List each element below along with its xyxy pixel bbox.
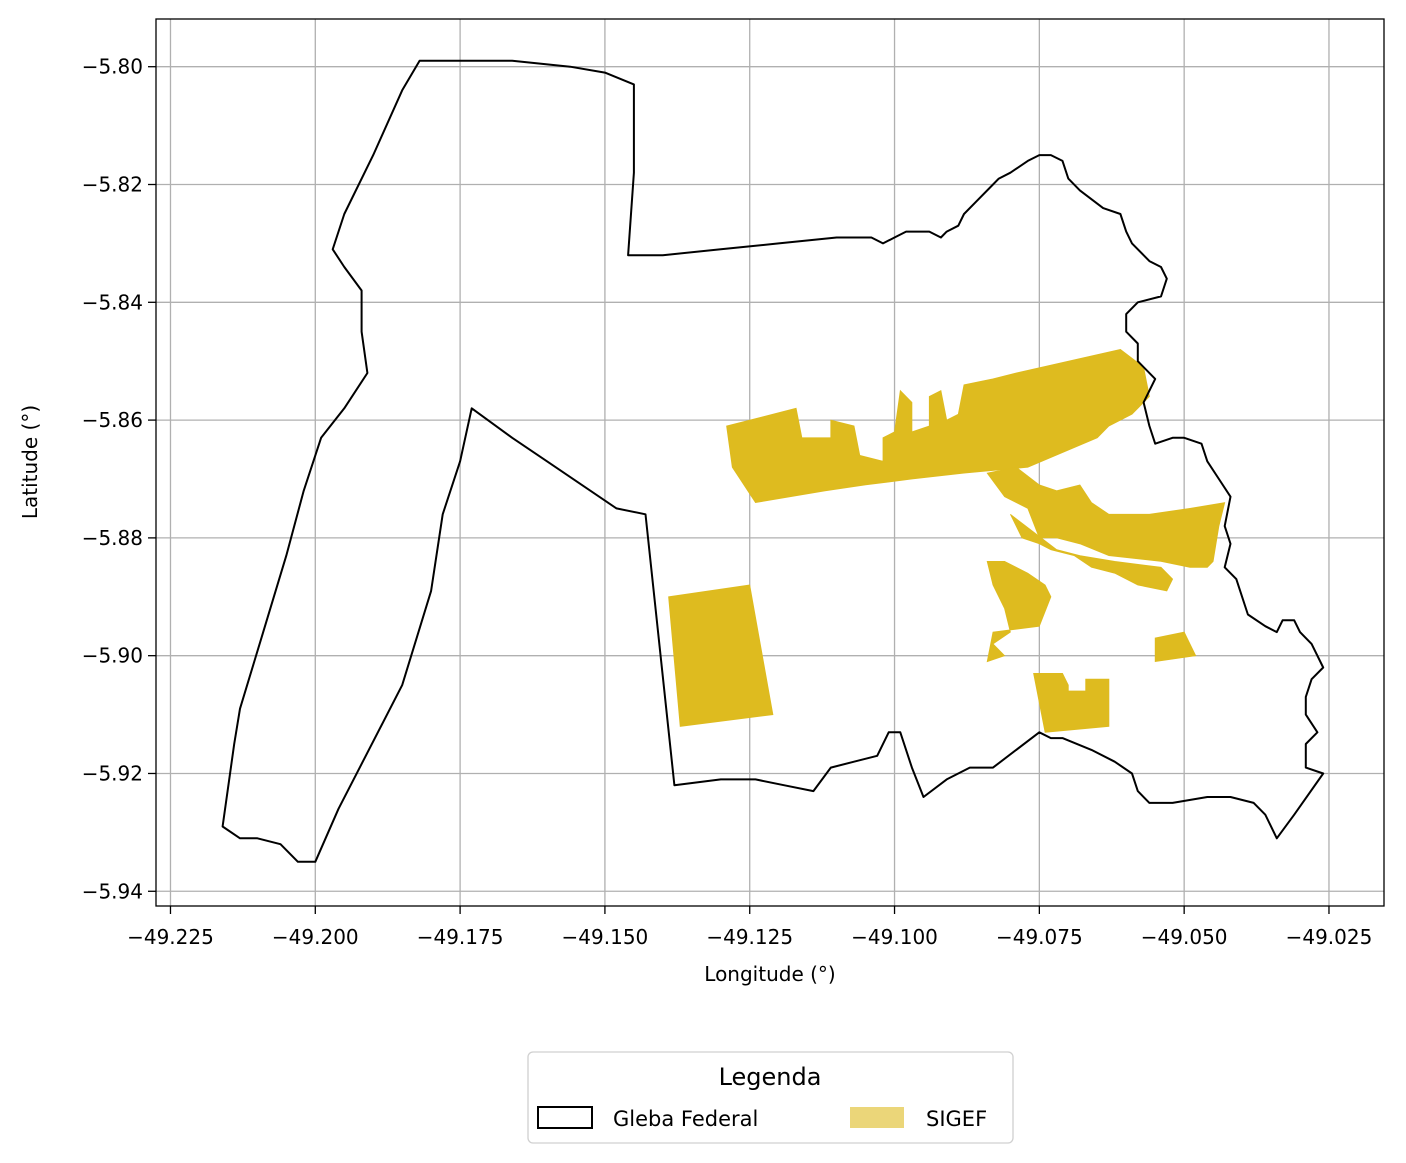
y-tick-label: −5.92 — [82, 761, 143, 785]
y-tick-label: −5.88 — [82, 526, 143, 550]
x-axis-ticks: −49.225 −49.200 −49.175 −49.150 −49.125 −49.1… — [127, 906, 1372, 949]
legend-gleba-swatch — [537, 1106, 593, 1129]
x-tick-label: −49.125 — [706, 925, 793, 949]
sigef-parcel — [726, 348, 1150, 504]
x-tick-label: −49.025 — [1286, 925, 1373, 949]
sigef-parcel — [668, 584, 774, 727]
gleba-federal-boundary — [221, 59, 1325, 863]
y-tick-label: −5.94 — [82, 879, 143, 903]
x-tick-label: −49.050 — [1141, 925, 1228, 949]
sigef-parcel — [1010, 513, 1174, 592]
y-axis-title: Latitude (°) — [18, 405, 42, 519]
x-tick-label: −49.150 — [562, 925, 649, 949]
sigef-parcel — [1154, 631, 1197, 663]
legend: Legenda Gleba Federal SIGEF — [527, 1051, 1014, 1144]
sigef-parcel — [986, 466, 1226, 568]
legend-gleba-label: Gleba Federal — [613, 1107, 758, 1131]
gleba-federal-layer — [221, 59, 1325, 863]
y-tick-label: −5.80 — [82, 55, 143, 79]
legend-title: Legenda — [719, 1063, 822, 1091]
y-tick-label: −5.86 — [82, 408, 143, 432]
x-axis-title: Longitude (°) — [704, 962, 835, 986]
x-tick-label: −49.200 — [272, 925, 359, 949]
x-tick-label: −49.175 — [417, 925, 504, 949]
x-tick-label: −49.075 — [996, 925, 1083, 949]
y-axis-ticks: −5.80 −5.82 −5.84 −5.86 −5.88 −5.90 −5.92 −5.94 — [82, 55, 156, 903]
legend-sigef-swatch — [850, 1107, 904, 1128]
sigef-parcel — [986, 561, 1052, 663]
sigef-parcels — [668, 348, 1226, 733]
y-tick-label: −5.82 — [82, 173, 143, 197]
plot-frame — [155, 18, 1385, 907]
y-tick-label: −5.90 — [82, 644, 143, 668]
x-tick-label: −49.225 — [127, 925, 214, 949]
legend-sigef-label: SIGEF — [926, 1107, 987, 1131]
sigef-parcel — [1033, 673, 1110, 733]
x-tick-label: −49.100 — [851, 925, 938, 949]
y-tick-label: −5.84 — [82, 290, 143, 314]
